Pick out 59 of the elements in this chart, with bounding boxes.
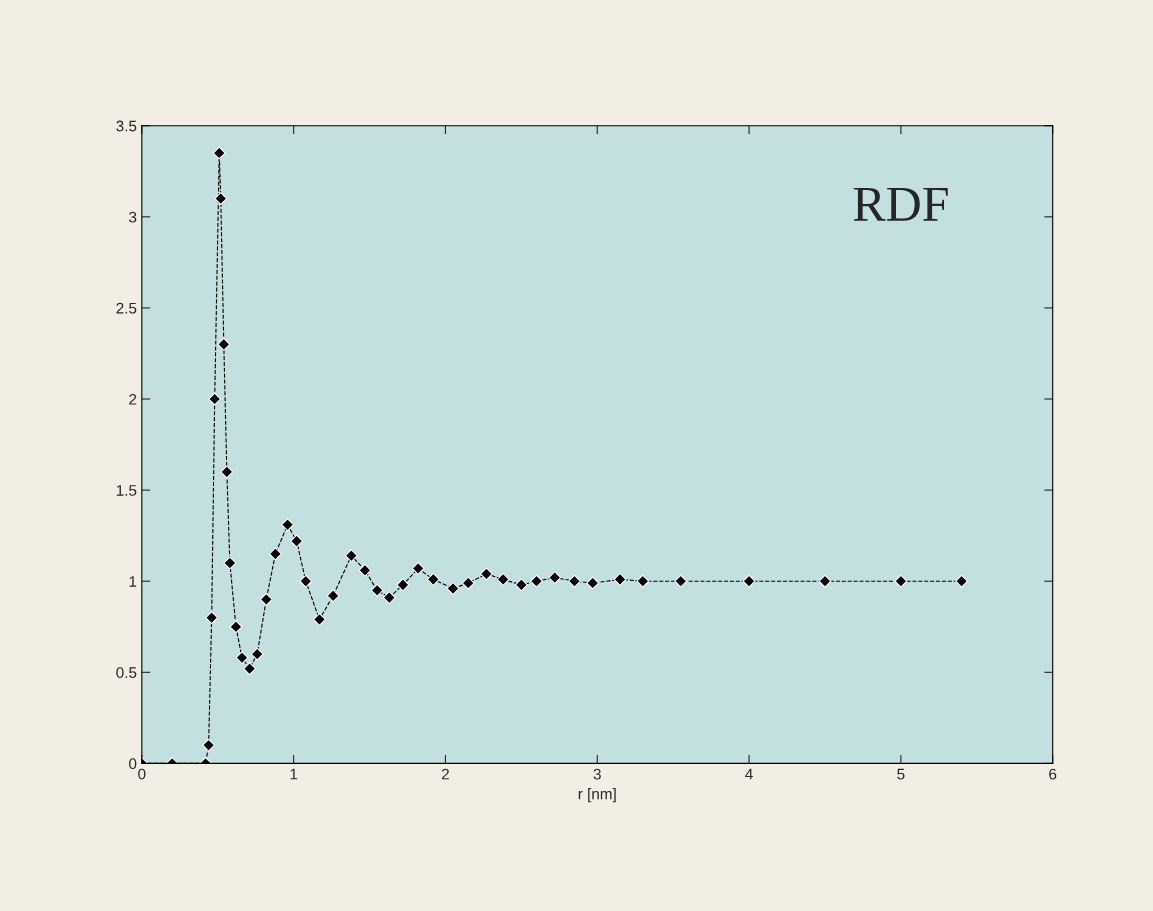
point bbox=[313, 613, 326, 626]
point bbox=[290, 534, 304, 548]
point bbox=[205, 611, 219, 625]
point bbox=[674, 574, 688, 588]
y-tick-label: 3.5 bbox=[116, 120, 137, 132]
y-tick-label: 1.5 bbox=[116, 485, 137, 496]
point bbox=[229, 620, 243, 634]
point bbox=[202, 738, 216, 752]
x-tick-label: 0 bbox=[138, 768, 146, 780]
point bbox=[243, 662, 257, 676]
x-tick-label: 5 bbox=[897, 768, 905, 780]
point bbox=[250, 647, 264, 661]
y-tick-label: 2 bbox=[129, 393, 137, 405]
text: RDF bbox=[853, 187, 948, 221]
point bbox=[326, 589, 340, 603]
point bbox=[530, 574, 543, 588]
point bbox=[636, 574, 650, 588]
point bbox=[955, 574, 969, 588]
point bbox=[426, 572, 440, 586]
point bbox=[223, 556, 237, 570]
point bbox=[235, 651, 249, 665]
point bbox=[568, 574, 581, 588]
y-tick-label: 1 bbox=[129, 576, 137, 587]
point bbox=[894, 574, 908, 588]
point bbox=[259, 593, 273, 606]
point bbox=[382, 591, 396, 605]
y-tick-label: 0 bbox=[129, 758, 137, 770]
point bbox=[446, 582, 460, 595]
point bbox=[480, 567, 493, 581]
point bbox=[344, 549, 358, 563]
point bbox=[496, 572, 510, 586]
point bbox=[742, 574, 756, 588]
point bbox=[461, 576, 475, 590]
point bbox=[818, 574, 832, 588]
y-tick-label: 3 bbox=[129, 211, 137, 223]
point bbox=[212, 146, 226, 160]
x-axis-title: r [nm] bbox=[578, 788, 616, 803]
x-tick-label: 3 bbox=[593, 768, 601, 780]
point bbox=[548, 571, 562, 584]
x-tick-label: 4 bbox=[745, 768, 753, 780]
point bbox=[281, 518, 294, 532]
x-tick-label: 1 bbox=[290, 768, 298, 780]
point bbox=[269, 547, 282, 561]
point bbox=[220, 465, 234, 479]
point bbox=[613, 572, 627, 586]
point bbox=[208, 392, 222, 406]
point bbox=[396, 578, 410, 592]
point bbox=[358, 563, 372, 577]
x-tick-label: 6 bbox=[1049, 768, 1057, 780]
point bbox=[411, 562, 425, 575]
x-tick-label: 2 bbox=[441, 768, 449, 780]
point bbox=[214, 192, 228, 206]
point bbox=[586, 576, 600, 590]
point bbox=[370, 583, 384, 597]
y-tick-label: 2.5 bbox=[116, 302, 137, 314]
y-tick-label: 0.5 bbox=[116, 667, 137, 678]
point bbox=[299, 574, 313, 588]
point bbox=[514, 578, 528, 592]
point bbox=[217, 337, 231, 351]
